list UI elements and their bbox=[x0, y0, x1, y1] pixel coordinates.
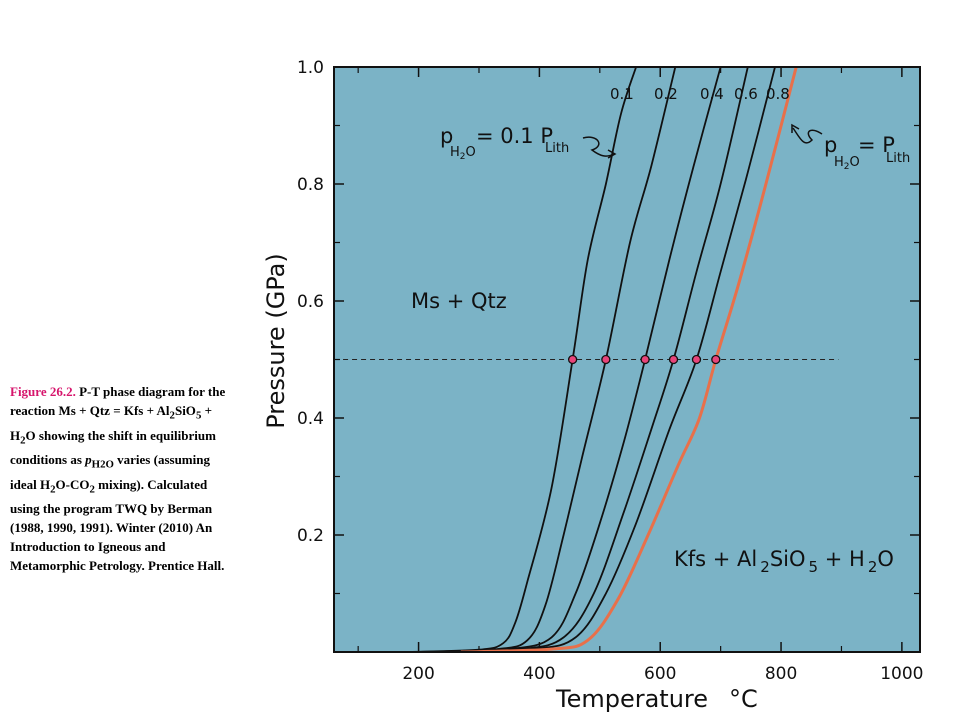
annotation-left-sub: H2O bbox=[450, 145, 476, 162]
series-label-0-2: 0.2 bbox=[654, 85, 678, 103]
caption-text: O-CO bbox=[55, 476, 90, 492]
caption-text: varies (assuming ideal H bbox=[10, 452, 210, 492]
annotation-right-rest: = P bbox=[858, 133, 895, 157]
series-label-0-4: 0.4 bbox=[700, 85, 724, 103]
field-label-kfs-part-3: + H bbox=[818, 547, 865, 571]
figure-caption: Figure 26.2. P-T phase diagram for the r… bbox=[10, 382, 232, 575]
field-label-kfs-sub-2: 5 bbox=[809, 558, 819, 576]
intersection-marker bbox=[567, 354, 578, 365]
intersection-marker bbox=[668, 354, 679, 365]
series-line-0-6 bbox=[436, 67, 749, 652]
annotation-left-rest: = 0.1 P bbox=[476, 124, 553, 148]
series-line-lith bbox=[460, 67, 798, 652]
caption-subscript: 2 bbox=[20, 434, 26, 447]
caption-subscript: 5 bbox=[195, 409, 202, 422]
caption-text: mixing). Calculated using the program TW… bbox=[10, 476, 225, 574]
annotation-left-p: p bbox=[440, 124, 453, 148]
plot-frame bbox=[333, 66, 921, 653]
y-tick-label: 0.8 bbox=[297, 175, 324, 195]
caption-subscript: 2 bbox=[89, 483, 95, 496]
annotation-right-p: p bbox=[824, 133, 837, 157]
intersection-marker bbox=[711, 354, 721, 365]
series-line-0-2 bbox=[418, 67, 677, 652]
series-label-0-1: 0.1 bbox=[610, 85, 634, 103]
annotation-right-sub-o: O bbox=[850, 155, 860, 170]
field-label-kfs-part-2: SiO bbox=[770, 547, 806, 571]
field-label-kfs-part-4: O bbox=[877, 547, 894, 571]
annotation-right: p H2O = P Lith bbox=[791, 123, 910, 172]
caption-subscript: 2 bbox=[169, 409, 175, 422]
markers bbox=[567, 354, 721, 365]
series-lines bbox=[406, 67, 798, 652]
annotation-left-arrowhead bbox=[607, 149, 617, 159]
caption-subscript: H2O bbox=[91, 458, 114, 471]
caption-variable: p bbox=[85, 452, 92, 468]
series-label-0-6: 0.6 bbox=[734, 85, 758, 103]
annotation-right-sub-2: 2 bbox=[844, 162, 850, 172]
tick-labels: 200 400 600 800 1000 0.2 0.4 0.6 0.8 1.0 bbox=[297, 58, 924, 684]
x-axis-unit: °C bbox=[729, 685, 758, 713]
series-line-0-4 bbox=[430, 67, 722, 652]
y-tick-label: 1.0 bbox=[297, 58, 324, 78]
x-tick-label: 800 bbox=[765, 664, 797, 684]
annotation-right-rest-sub: Lith bbox=[886, 151, 910, 166]
intersection-marker bbox=[640, 354, 650, 365]
intersection-marker bbox=[601, 354, 611, 365]
caption-text: O showing the shift in equilibrium condi… bbox=[10, 427, 216, 468]
field-label-kfs-part-1: Kfs + Al bbox=[674, 547, 757, 571]
series-label-0-8: 0.8 bbox=[766, 85, 790, 103]
y-axis-title: Pressure (GPa) bbox=[262, 253, 290, 429]
annotation-right-sub: H2O bbox=[834, 155, 860, 172]
field-label-kfs-sub-1: 2 bbox=[760, 558, 770, 576]
caption-text: + H bbox=[10, 403, 213, 443]
caption-subscript: 2 bbox=[50, 483, 56, 496]
caption-figure-label: Figure 26.2. bbox=[10, 384, 76, 399]
x-tick-label: 400 bbox=[523, 664, 555, 684]
x-tick-label: 1000 bbox=[880, 664, 923, 684]
annotation-right-sub-h: H bbox=[834, 155, 844, 170]
annotation-right-arrowhead bbox=[791, 123, 800, 133]
y-tick-label: 0.6 bbox=[297, 292, 324, 312]
x-tick-label: 200 bbox=[402, 664, 434, 684]
annotation-right-leader bbox=[792, 127, 823, 144]
annotation-left-sub-o: O bbox=[466, 145, 476, 160]
field-label-ms-qtz: Ms + Qtz bbox=[411, 289, 507, 313]
series-line-0-1 bbox=[406, 67, 637, 652]
intersection-marker bbox=[691, 354, 702, 365]
y-tick-label: 0.2 bbox=[297, 526, 324, 546]
annotation-left: p H2O = 0.1 P Lith bbox=[440, 124, 617, 162]
annotation-left-rest-sub: Lith bbox=[545, 141, 569, 156]
series-line-0-8 bbox=[442, 67, 776, 652]
x-tick-label: 600 bbox=[644, 664, 676, 684]
field-label-kfs-sub-3: 2 bbox=[868, 558, 878, 576]
annotation-left-sub-2: 2 bbox=[460, 152, 466, 162]
field-label-kfs: Kfs + Al 2SiO 5 + H 2O bbox=[674, 547, 894, 576]
annotation-left-sub-h: H bbox=[450, 145, 460, 160]
x-axis-title: Temperature bbox=[555, 685, 708, 713]
caption-text: SiO bbox=[174, 403, 196, 418]
y-tick-label: 0.4 bbox=[297, 409, 324, 429]
annotation-left-leader bbox=[582, 136, 615, 157]
caption-text: P-T phase diagram for the reaction Ms + … bbox=[10, 384, 226, 418]
